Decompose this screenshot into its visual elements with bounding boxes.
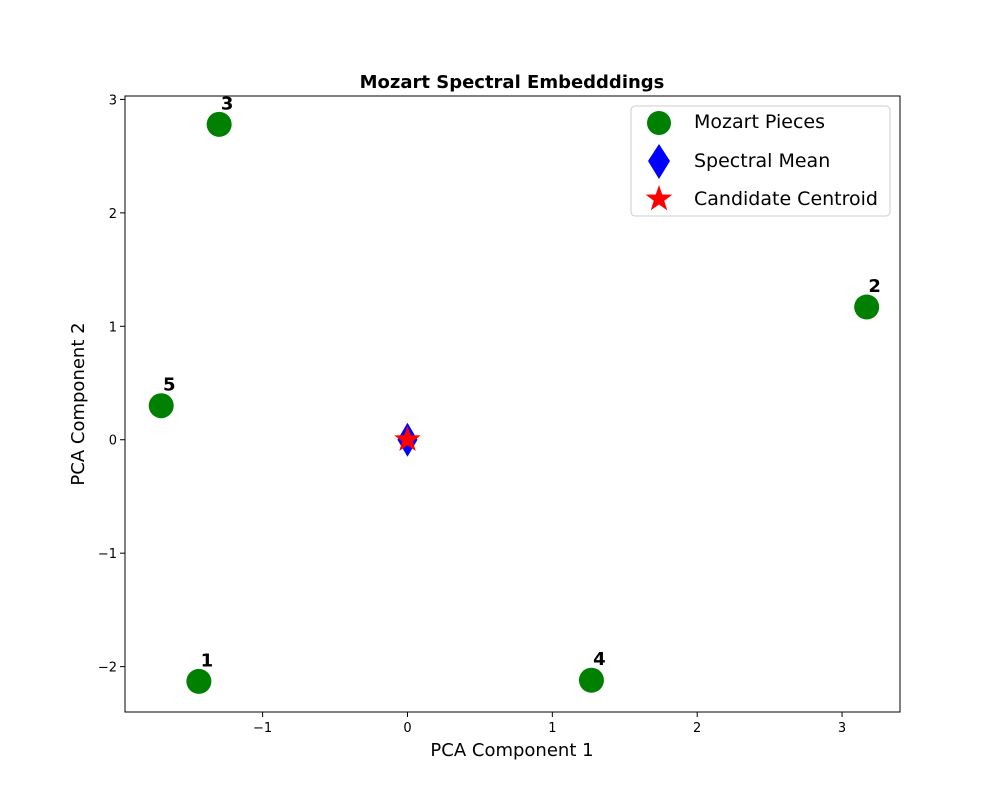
x-tick-label: 0: [403, 721, 411, 736]
x-tick-label: −1: [253, 721, 272, 736]
mozart-piece-point: [578, 667, 604, 693]
legend-label-spectral-mean: Spectral Mean: [694, 150, 830, 172]
legend-label-candidate-centroid: Candidate Centroid: [694, 188, 878, 210]
plot-area-frame: [124, 95, 901, 713]
mozart-piece-point: [148, 393, 174, 419]
legend-circle-marker: [647, 111, 671, 135]
mozart-piece-point: [186, 668, 212, 694]
legend-label-mozart-pieces: Mozart Pieces: [694, 111, 825, 133]
point-label: 1: [201, 650, 214, 671]
y-tick-label: −2: [98, 661, 117, 676]
x-axis-label: PCA Component 1: [430, 740, 593, 761]
x-tick-label: 1: [548, 721, 556, 736]
chart-title: Mozart Spectral Embedddings: [360, 72, 665, 93]
data-points: 1 2 3 4 5: [148, 93, 881, 694]
y-tick-label: 3: [109, 93, 117, 108]
y-axis-ticks: −2 −1 0 1 2 3: [98, 93, 125, 676]
point-label: 4: [593, 649, 606, 670]
y-axis-label: PCA Component 2: [68, 322, 89, 485]
x-tick-label: 2: [693, 721, 701, 736]
legend-box: [630, 105, 891, 217]
legend: Mozart Pieces Spectral Mean Candidate Ce…: [630, 105, 891, 217]
y-tick-label: 1: [109, 320, 117, 335]
x-tick-label: 3: [838, 721, 846, 736]
candidate-centroid-point: [394, 425, 421, 452]
legend-diamond-marker: [648, 144, 670, 179]
y-tick-label: 0: [109, 434, 117, 449]
point-label: 2: [868, 276, 881, 297]
y-tick-label: −1: [98, 547, 117, 562]
mozart-piece-point: [854, 294, 880, 320]
point-label: 3: [221, 93, 234, 114]
point-label: 5: [163, 375, 176, 396]
mozart-piece-point: [206, 111, 232, 137]
y-tick-label: 2: [109, 207, 117, 222]
x-axis-ticks: −1 0 1 2 3: [253, 712, 846, 736]
legend-star-marker: [645, 185, 673, 211]
